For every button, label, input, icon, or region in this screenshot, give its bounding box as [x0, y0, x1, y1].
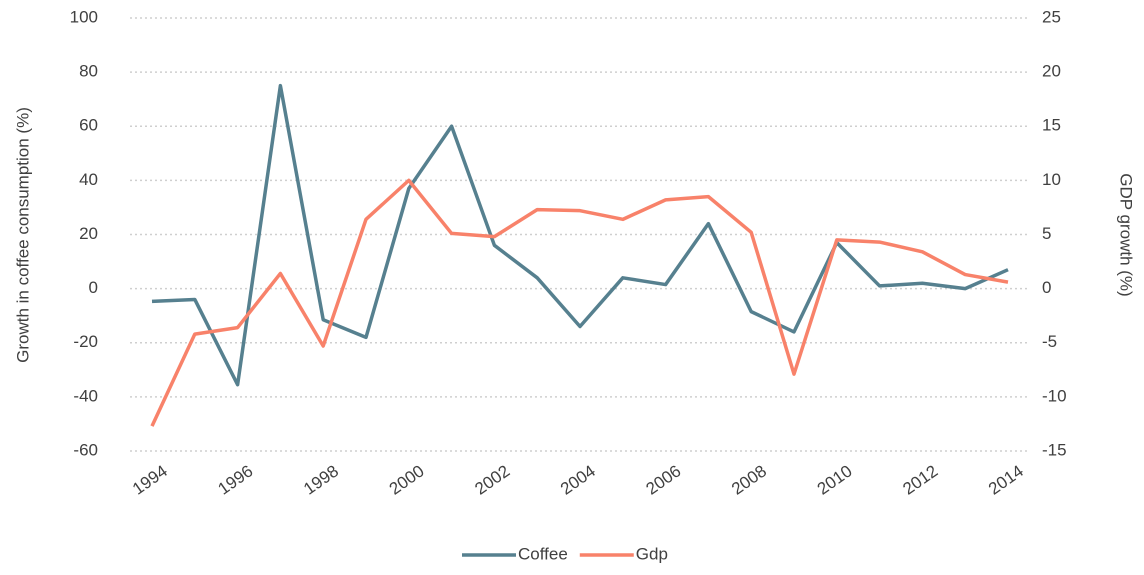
x-tick-label: 2008	[728, 461, 770, 498]
x-tick-label: 2000	[386, 461, 428, 498]
legend-label: Coffee	[518, 544, 568, 563]
x-tick-label: 2012	[899, 461, 941, 498]
y-tick-label: 20	[79, 224, 98, 243]
y2-tick-label: 25	[1042, 7, 1061, 26]
x-tick-label: 2004	[557, 461, 599, 498]
x-tick-label: 1994	[129, 461, 171, 498]
y-tick-label: -60	[73, 440, 98, 459]
y-tick-label: 80	[79, 62, 98, 81]
line-series	[151, 83, 1009, 387]
y-tick-label: 60	[79, 116, 98, 135]
y-axis-label: Growth in coffee consumption (%)	[13, 107, 32, 363]
y2-tick-label: 15	[1042, 116, 1061, 135]
y-tick-label: 100	[70, 7, 98, 26]
x-tick-label: 2002	[471, 461, 513, 498]
y-tick-label: -20	[73, 332, 98, 351]
y-tick-label: -40	[73, 386, 98, 405]
y2-tick-label: -15	[1042, 440, 1067, 459]
x-tick-label: 1996	[215, 461, 257, 498]
y-tick-label: 40	[79, 170, 98, 189]
legend-label: Gdp	[636, 544, 668, 563]
x-tick-label: 1998	[300, 461, 342, 498]
x-tick-label: 2014	[985, 461, 1027, 498]
y2-tick-label: -10	[1042, 386, 1067, 405]
x-tick-label: 2006	[643, 461, 685, 498]
y2-tick-label: 10	[1042, 170, 1061, 189]
y2-tick-label: 5	[1042, 224, 1051, 243]
line-series	[150, 178, 1009, 427]
y2-tick-label: 0	[1042, 278, 1051, 297]
y2-tick-label: 20	[1042, 62, 1061, 81]
y-tick-label: 0	[89, 278, 98, 297]
x-tick-label: 2010	[814, 461, 856, 498]
y2-tick-label: -5	[1042, 332, 1057, 351]
y2-axis-label: GDP growth (%)	[1117, 173, 1136, 296]
